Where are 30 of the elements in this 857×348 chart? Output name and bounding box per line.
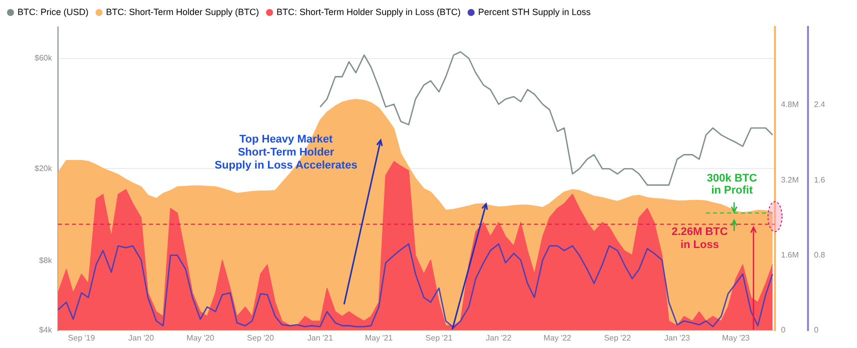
x-tick-label: May '20 — [186, 333, 215, 342]
legend-label: Percent STH Supply in Loss — [478, 6, 592, 17]
y-tick-label: $4k — [39, 326, 53, 335]
y3-tick-label: 1.6 — [814, 175, 826, 184]
x-tick-label: Sep '19 — [68, 333, 96, 342]
annotation: 300k BTC in Profit — [706, 172, 758, 197]
x-tick-label: Sep '22 — [604, 333, 632, 342]
y2-tick-label: 4.8M — [781, 100, 800, 110]
x-tick-label: Sep '20 — [247, 333, 274, 342]
y3-tick-label: 2.4 — [814, 100, 826, 110]
y-tick-label: $20k — [34, 164, 53, 173]
x-tick-label: May '23 — [722, 333, 750, 342]
x-tick-label: Jan '22 — [486, 333, 512, 342]
y-tick-label: $60k — [34, 54, 53, 63]
x-tick-label: Sep '21 — [426, 333, 453, 342]
y3-tick-label: 0.8 — [814, 250, 826, 260]
y2-tick-label: 0 — [781, 326, 786, 335]
x-tick-label: Jan '23 — [664, 333, 691, 342]
y-tick-label: $8k — [39, 256, 53, 265]
x-tick-label: May '22 — [543, 333, 572, 342]
legend-label: BTC: Short-Term Holder Supply in Loss (BTC) — [276, 6, 461, 17]
x-tick-label: Jan '21 — [307, 333, 334, 342]
y2-tick-label: 3.2M — [781, 175, 800, 184]
y3-tick-label: 0 — [814, 326, 819, 335]
x-tick-label: Jan '20 — [128, 333, 154, 342]
x-tick-label: May '21 — [364, 333, 394, 342]
legend-label: BTC: Short-Term Holder Supply (BTC) — [106, 6, 260, 17]
legend-label: BTC: Price (USD) — [18, 6, 89, 17]
y2-tick-label: 1.6M — [781, 250, 800, 260]
annotation: 2.26M BTC in Loss — [672, 226, 728, 251]
